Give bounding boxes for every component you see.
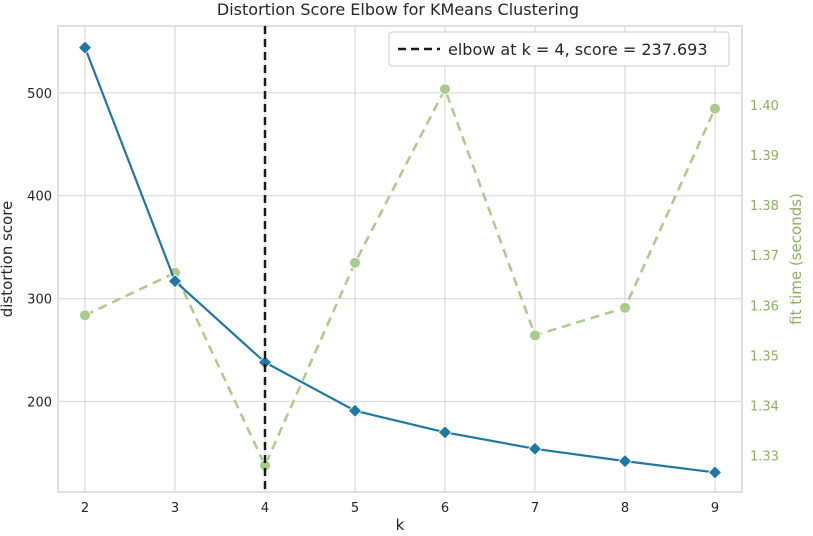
x-tick-label: 7 xyxy=(531,501,539,516)
grid xyxy=(58,26,742,492)
x-tick-labels: 2 3 4 5 6 7 8 9 xyxy=(81,501,719,516)
distortion-series xyxy=(77,40,723,480)
fit-time-point xyxy=(709,102,721,115)
legend-elbow-label: elbow at k = 4, score = 237.693 xyxy=(448,40,708,59)
distortion-point xyxy=(707,465,723,480)
fit-time-point xyxy=(529,329,541,342)
x-tick-label: 2 xyxy=(81,501,89,516)
legend-box xyxy=(388,31,730,67)
fit-time-point xyxy=(79,309,91,322)
fit-time-point xyxy=(439,83,451,96)
y-axis-label: distortion score xyxy=(0,201,16,318)
distortion-line xyxy=(83,47,716,474)
y-tick-label: 400 xyxy=(27,190,52,205)
y-tick-label: 200 xyxy=(27,395,52,410)
y2-tick-label: 1.34 xyxy=(750,399,779,414)
y2-tick-label: 1.33 xyxy=(750,449,779,464)
distortion-point xyxy=(167,274,183,289)
distortion-point xyxy=(437,425,453,440)
distortion-point xyxy=(617,454,633,469)
y2-tick-labels: 1.33 1.34 1.35 1.36 1.37 1.38 1.39 1.40 xyxy=(750,99,779,464)
y2-tick-label: 1.38 xyxy=(750,199,779,214)
y-tick-labels: 200 300 400 500 xyxy=(27,87,52,411)
distortion-point xyxy=(77,40,93,55)
x-axis-label: k xyxy=(396,516,405,534)
x-tick-label: 9 xyxy=(711,501,719,516)
fit-time-point xyxy=(349,256,361,269)
fit-time-line xyxy=(84,85,717,469)
x-tick-label: 8 xyxy=(621,501,629,516)
x-tick-label: 3 xyxy=(171,501,179,516)
distortion-point xyxy=(527,441,543,456)
x-tick-label: 5 xyxy=(351,501,359,516)
y-tick-label: 500 xyxy=(27,87,52,102)
y-tick-label: 300 xyxy=(27,293,52,308)
x-tick-label: 4 xyxy=(261,501,269,516)
y2-tick-label: 1.39 xyxy=(750,149,779,164)
y2-tick-label: 1.37 xyxy=(750,249,779,264)
y2-tick-label: 1.36 xyxy=(750,299,779,314)
plot-area xyxy=(57,25,743,493)
legend: elbow at k = 4, score = 237.693 xyxy=(388,31,730,67)
y2-axis-label: fit time (seconds) xyxy=(787,193,805,325)
fit-time-point xyxy=(619,301,631,314)
distortion-point xyxy=(347,403,363,418)
y2-tick-label: 1.35 xyxy=(750,349,779,364)
x-tick-label: 6 xyxy=(441,501,449,516)
chart-title: Distortion Score Elbow for KMeans Cluste… xyxy=(217,0,579,19)
y2-tick-label: 1.40 xyxy=(750,99,779,114)
